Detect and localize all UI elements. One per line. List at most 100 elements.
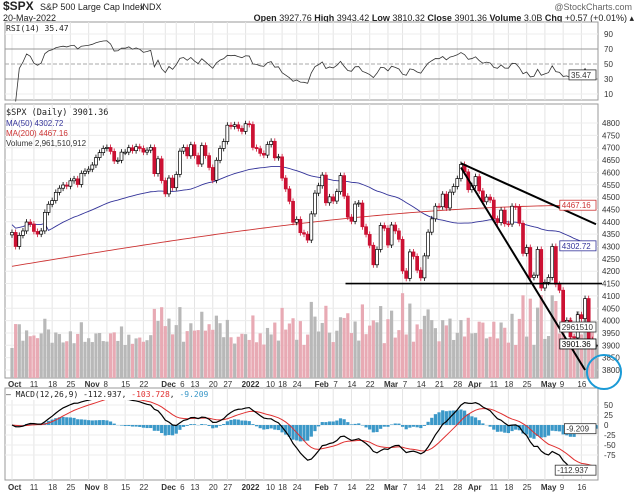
rsi-tag-box (568, 69, 597, 81)
macd-histogram-bar (368, 425, 372, 430)
bottom-date-tick: 11 (490, 483, 499, 492)
macd-histogram-bar (557, 425, 562, 432)
candle (477, 173, 482, 194)
volume-bar (488, 336, 492, 378)
volume-bar (90, 342, 94, 378)
candle-body (94, 157, 98, 166)
candle (499, 207, 503, 226)
volume-bar (244, 334, 248, 378)
candle-body (272, 140, 277, 159)
volume-bar (127, 334, 131, 378)
volume-bar (200, 311, 204, 378)
macd-histogram-bar (433, 414, 437, 425)
macd-histogram-bar (390, 424, 394, 425)
candle (94, 154, 98, 168)
candle (185, 144, 190, 159)
candle-body (46, 203, 51, 213)
volume-bar (415, 324, 419, 378)
top-date-tick: 14 (417, 380, 426, 389)
macd-histogram-bar (466, 413, 470, 425)
volume-bar (218, 323, 222, 378)
macd-histogram-bar (554, 425, 558, 432)
bottom-date-tick: 2022 (242, 483, 260, 492)
volume-bar (448, 318, 452, 378)
volume-bar (54, 332, 58, 378)
volume-bar (375, 322, 379, 378)
macd-histogram-bar (357, 423, 361, 425)
candle-body (28, 221, 33, 225)
macd-histogram-bar (145, 425, 149, 429)
rsi-axis-tick: 70 (604, 45, 613, 54)
rsi-axis-tick: 50 (604, 60, 613, 69)
macd-axis-tick: 50 (604, 401, 613, 410)
volume-bar (21, 340, 25, 378)
volume-bar (32, 335, 36, 378)
candle (119, 149, 124, 164)
macd-histogram-bar (349, 424, 354, 425)
top-date-tick: 24 (293, 380, 302, 389)
up-triangle-icon: ▴ (629, 13, 634, 23)
top-date-tick: 2022 (242, 380, 260, 389)
volume-bar (550, 295, 554, 378)
macd-histogram-bar (536, 425, 540, 436)
top-date-tick: 25 (66, 380, 75, 389)
macd-histogram-bar (473, 417, 478, 425)
candle (418, 267, 423, 281)
macd-histogram-bar (561, 425, 565, 435)
volume-bar (61, 342, 65, 378)
candle (364, 223, 368, 238)
rsi-legend: RSI(14) 35.47 (6, 24, 69, 34)
volume-bar (254, 342, 259, 378)
volume-bar (306, 334, 310, 378)
top-date-tick: 11 (490, 380, 499, 389)
volume-bar (119, 326, 124, 378)
macd-histogram-bar (218, 425, 222, 426)
candle-body (418, 269, 423, 279)
candle-body (229, 124, 233, 127)
macd-histogram-bar (119, 425, 124, 426)
volume-bar (76, 333, 80, 378)
candle-body (269, 140, 273, 145)
candle-body (247, 123, 252, 126)
macd-histogram-bar (346, 422, 350, 425)
candle-body (338, 175, 343, 193)
price-axis-tick: 4100 (602, 292, 620, 301)
candle (148, 144, 153, 154)
candle (448, 189, 452, 211)
bottom-date-tick: 18 (504, 483, 513, 492)
candle-body (115, 159, 120, 162)
candle (378, 222, 383, 253)
candle (115, 157, 120, 165)
volume-bar (269, 334, 273, 378)
candle (50, 197, 55, 208)
candle-body (491, 199, 496, 219)
candle-body (320, 174, 325, 187)
candle (258, 145, 263, 157)
volume-bar (455, 332, 459, 378)
candle-body (459, 164, 463, 179)
candle-body (210, 167, 215, 181)
candle (320, 172, 325, 189)
macd-histogram-bar (422, 425, 427, 426)
price-axis-tick: 3850 (602, 354, 620, 363)
bottom-date-tick: Feb (315, 483, 329, 492)
candle-body (196, 155, 200, 165)
macd-histogram-bar (371, 425, 375, 433)
candle-body (181, 147, 186, 152)
volume-bar (196, 330, 200, 378)
candle-body (353, 203, 357, 222)
candle-body (513, 205, 518, 208)
bottom-date-tick: 21 (435, 483, 444, 492)
macd-histogram-bar (455, 410, 459, 425)
bottom-date-tick: 25 (523, 483, 532, 492)
volume-bar (251, 315, 255, 378)
macd-histogram-bar (463, 410, 467, 425)
watermark: @StockCharts.com (554, 2, 632, 12)
price-axis-tick: 4700 (602, 144, 620, 153)
candle-body (134, 146, 138, 152)
candle (287, 185, 292, 205)
close-label: Close (427, 13, 452, 23)
symbol: $SPX (3, 0, 34, 13)
volume-bar (371, 320, 375, 378)
